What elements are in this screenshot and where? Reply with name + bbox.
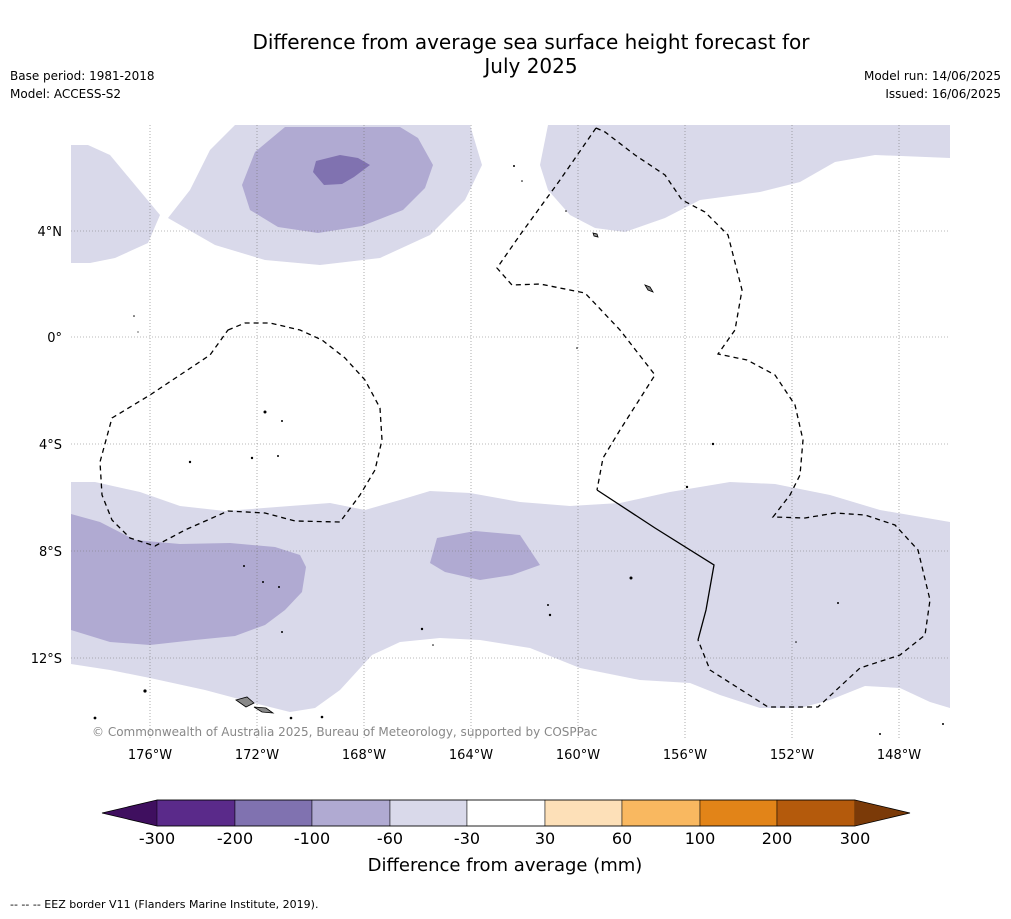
meta-left: Base period: 1981-2018 Model: ACCESS-S2	[10, 67, 155, 103]
islet	[513, 165, 515, 167]
islet	[277, 455, 279, 457]
islet	[289, 716, 293, 720]
gridlines	[71, 125, 950, 738]
lat-axis: 4°N 0° 4°S 8°S 12°S	[31, 225, 62, 667]
islet	[432, 644, 434, 646]
lat-tick: 0°	[47, 331, 62, 346]
islands	[235, 232, 654, 714]
model-run: Model run: 14/06/2025	[863, 69, 1001, 83]
small-island	[644, 284, 654, 293]
islets	[93, 165, 944, 735]
islet	[133, 315, 135, 317]
anomaly-band-north-west	[71, 145, 160, 263]
anomaly-peak-north	[313, 155, 370, 185]
colorbar-segment	[699, 799, 778, 827]
islet	[942, 723, 944, 725]
map-title: Difference from average sea surface heig…	[200, 30, 862, 78]
islet	[548, 613, 552, 617]
colorbar-segment	[776, 799, 856, 827]
lon-tick: 148°W	[877, 748, 921, 763]
colorbar-tick: 30	[535, 829, 555, 848]
islet	[243, 565, 245, 567]
islet	[837, 602, 839, 604]
lon-tick: 172°W	[235, 748, 279, 763]
islet	[711, 442, 715, 446]
islet	[93, 716, 97, 720]
colorbar-segment	[466, 799, 546, 827]
eez-legend-note: -- -- -- EEZ border V11 (Flanders Marine…	[10, 898, 319, 911]
meta-right: Model run: 14/06/2025 Issued: 16/06/2025	[864, 67, 1001, 103]
islet	[629, 576, 633, 580]
colorbar-segment	[544, 799, 623, 827]
colorbar-outline	[101, 799, 911, 827]
lon-tick: 156°W	[663, 748, 707, 763]
lon-tick: 152°W	[770, 748, 814, 763]
eez-borders	[99, 127, 931, 708]
colorbar-extend-high	[855, 800, 910, 826]
islet	[281, 420, 283, 422]
model-name: Model: ACCESS-S2	[10, 87, 122, 101]
colorbar-tick: 200	[762, 829, 793, 848]
colorbar-tick: -100	[294, 829, 330, 848]
islet	[137, 331, 139, 333]
islet	[547, 604, 549, 606]
islet	[143, 689, 147, 693]
lat-tick: 4°N	[38, 225, 63, 240]
colorbar-label: Difference from average (mm)	[368, 855, 643, 876]
colorbar-tick: 300	[840, 829, 871, 848]
colorbar-segment	[621, 799, 701, 827]
anomaly-core-south-west	[71, 514, 306, 645]
lon-axis: 176°W 172°W 168°W 164°W 160°W 156°W 152°…	[128, 748, 921, 763]
anomaly-band-south	[71, 482, 950, 712]
lon-tick: 164°W	[449, 748, 493, 763]
colorbar-segment	[311, 799, 391, 827]
colorbar-tick: 100	[685, 829, 716, 848]
islet	[685, 485, 689, 489]
lon-tick: 176°W	[128, 748, 172, 763]
islet	[188, 460, 192, 464]
islet	[565, 210, 567, 212]
colorbar-tick: -200	[217, 829, 253, 848]
copyright-notice: © Commonwealth of Australia 2025, Bureau…	[92, 725, 597, 739]
islet	[420, 627, 424, 631]
lat-tick: 4°S	[39, 438, 62, 453]
issued-date: Issued: 16/06/2025	[885, 87, 1001, 101]
islet	[795, 641, 797, 643]
islet	[281, 631, 283, 633]
eez-border-north	[595, 127, 931, 708]
islet	[250, 456, 254, 460]
colorbar: -300 -200 -100 -60 -30 30 60 100 200 300…	[101, 799, 911, 876]
islet	[879, 733, 881, 735]
islet	[320, 715, 324, 719]
title-line-1: Difference from average sea surface heig…	[252, 30, 810, 54]
anomaly-core-south-central	[430, 531, 540, 580]
lat-tick: 12°S	[31, 652, 62, 667]
base-period: Base period: 1981-2018	[10, 69, 155, 83]
colorbar-tick: -30	[454, 829, 480, 848]
eez-border-central	[496, 127, 656, 491]
colorbar-extend-low	[102, 800, 157, 826]
colorbar-segment	[389, 799, 468, 827]
lon-tick: 160°W	[556, 748, 600, 763]
islet	[278, 586, 280, 588]
lat-tick: 8°S	[39, 545, 62, 560]
anomaly-band-north-east	[540, 125, 950, 232]
colorbar-tick: -300	[139, 829, 175, 848]
colorbar-segment	[234, 799, 313, 827]
islet	[262, 581, 264, 583]
title-line-2: July 2025	[484, 54, 578, 78]
islet	[521, 180, 523, 182]
colorbar-segment	[156, 799, 236, 827]
lon-tick: 168°W	[342, 748, 386, 763]
eez-border-solid	[596, 489, 715, 641]
colorbar-tick: 60	[612, 829, 632, 848]
islet	[576, 347, 578, 349]
samoa-island	[235, 696, 255, 708]
colorbar-tick: -60	[377, 829, 403, 848]
islet	[263, 410, 267, 414]
small-island	[592, 232, 599, 238]
sea-height-field	[71, 125, 950, 712]
samoa-island	[253, 706, 275, 714]
